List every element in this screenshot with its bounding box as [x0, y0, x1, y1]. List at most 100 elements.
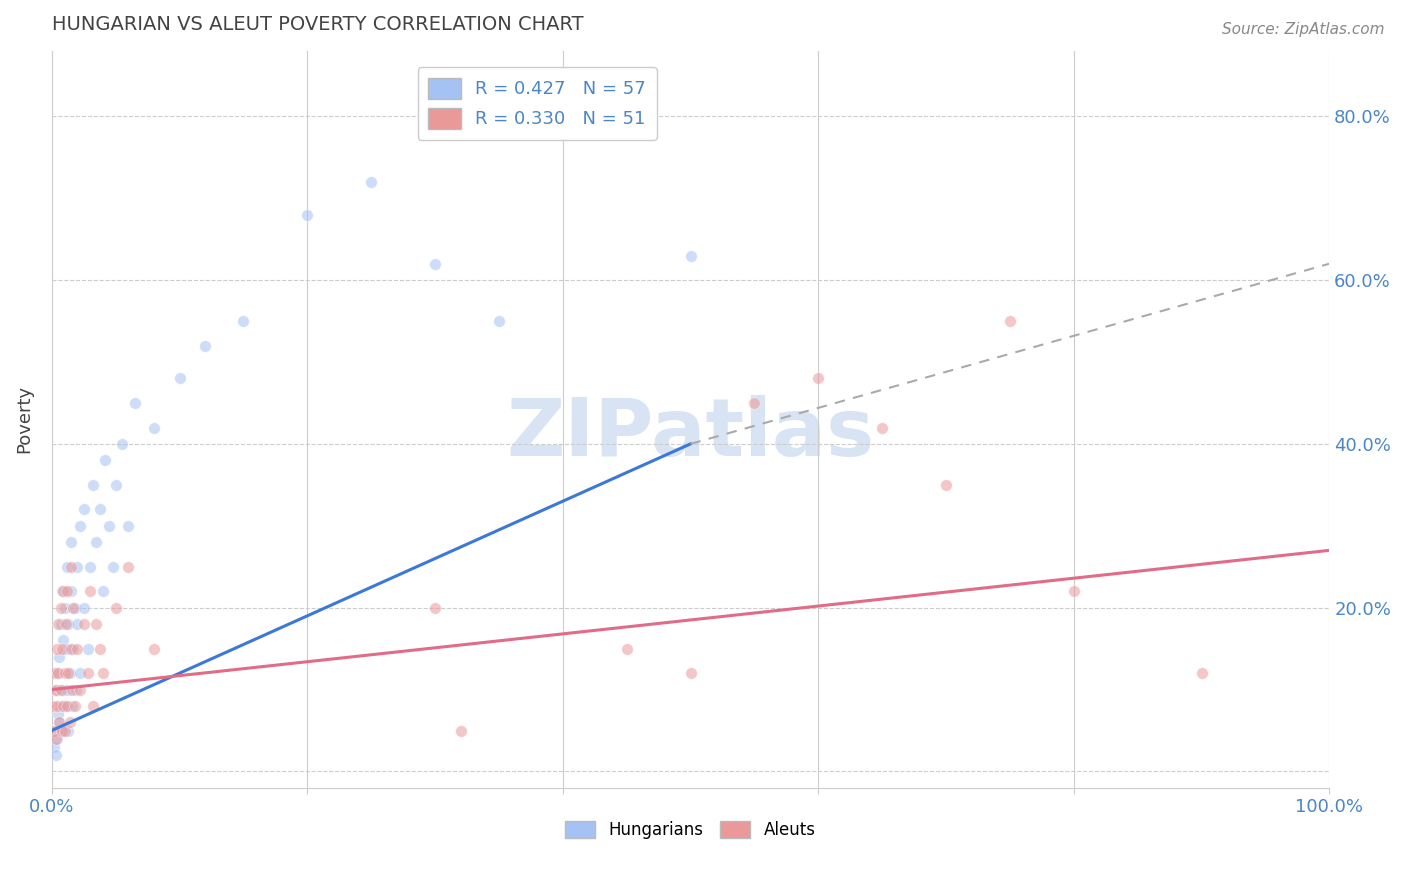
Point	[66, 617, 89, 632]
Point	[51, 723, 73, 738]
Point	[807, 371, 830, 385]
Point	[60, 682, 83, 697]
Point	[46, 617, 69, 632]
Point	[55, 617, 77, 632]
Y-axis label: Poverty: Poverty	[15, 385, 32, 453]
Point	[142, 641, 165, 656]
Point	[49, 682, 72, 697]
Point	[423, 257, 446, 271]
Point	[51, 641, 73, 656]
Point	[46, 707, 69, 722]
Point	[82, 478, 104, 492]
Point	[870, 420, 893, 434]
Point	[49, 600, 72, 615]
Point	[44, 739, 66, 754]
Point	[42, 723, 65, 738]
Point	[44, 666, 66, 681]
Point	[48, 649, 70, 664]
Point	[744, 396, 766, 410]
Point	[51, 723, 73, 738]
Point	[142, 420, 165, 434]
Point	[66, 559, 89, 574]
Text: HUNGARIAN VS ALEUT POVERTY CORRELATION CHART: HUNGARIAN VS ALEUT POVERTY CORRELATION C…	[52, 15, 583, 34]
Point	[1191, 666, 1213, 681]
Point	[59, 559, 82, 574]
Point	[45, 682, 67, 697]
Point	[48, 715, 70, 730]
Point	[89, 502, 111, 516]
Point	[53, 600, 76, 615]
Point	[679, 248, 702, 262]
Point	[56, 584, 79, 599]
Point	[91, 584, 114, 599]
Point	[63, 698, 86, 713]
Point	[616, 641, 638, 656]
Point	[73, 617, 96, 632]
Point	[101, 559, 124, 574]
Point	[998, 314, 1021, 328]
Point	[45, 731, 67, 746]
Point	[59, 584, 82, 599]
Point	[86, 535, 108, 549]
Point	[69, 666, 91, 681]
Point	[679, 666, 702, 681]
Point	[42, 698, 65, 713]
Point	[423, 600, 446, 615]
Point	[935, 478, 957, 492]
Point	[63, 600, 86, 615]
Point	[73, 600, 96, 615]
Point	[58, 723, 80, 738]
Point	[194, 338, 217, 352]
Point	[73, 502, 96, 516]
Point	[488, 314, 510, 328]
Point	[79, 584, 101, 599]
Point	[62, 600, 84, 615]
Point	[94, 453, 117, 467]
Point	[56, 682, 79, 697]
Point	[169, 371, 191, 385]
Point	[232, 314, 254, 328]
Point	[58, 666, 80, 681]
Point	[48, 715, 70, 730]
Point	[76, 641, 98, 656]
Point	[45, 731, 67, 746]
Point	[91, 666, 114, 681]
Point	[45, 698, 67, 713]
Point	[53, 723, 76, 738]
Text: Source: ZipAtlas.com: Source: ZipAtlas.com	[1222, 22, 1385, 37]
Point	[76, 666, 98, 681]
Point	[52, 698, 75, 713]
Point	[52, 682, 75, 697]
Point	[62, 641, 84, 656]
Point	[59, 666, 82, 681]
Point	[58, 617, 80, 632]
Point	[56, 559, 79, 574]
Point	[79, 559, 101, 574]
Point	[59, 715, 82, 730]
Point	[360, 175, 382, 189]
Point	[44, 723, 66, 738]
Point	[1063, 584, 1085, 599]
Point	[53, 666, 76, 681]
Point	[46, 666, 69, 681]
Point	[53, 698, 76, 713]
Point	[65, 682, 87, 697]
Point	[297, 208, 319, 222]
Legend: Hungarians, Aleuts: Hungarians, Aleuts	[558, 814, 823, 846]
Point	[45, 641, 67, 656]
Point	[45, 682, 67, 697]
Point	[111, 437, 134, 451]
Point	[89, 641, 111, 656]
Point	[104, 600, 127, 615]
Point	[66, 641, 89, 656]
Point	[51, 584, 73, 599]
Point	[49, 617, 72, 632]
Point	[55, 641, 77, 656]
Point	[86, 617, 108, 632]
Point	[117, 559, 139, 574]
Point	[124, 396, 146, 410]
Point	[49, 698, 72, 713]
Point	[69, 682, 91, 697]
Point	[52, 633, 75, 648]
Point	[60, 698, 83, 713]
